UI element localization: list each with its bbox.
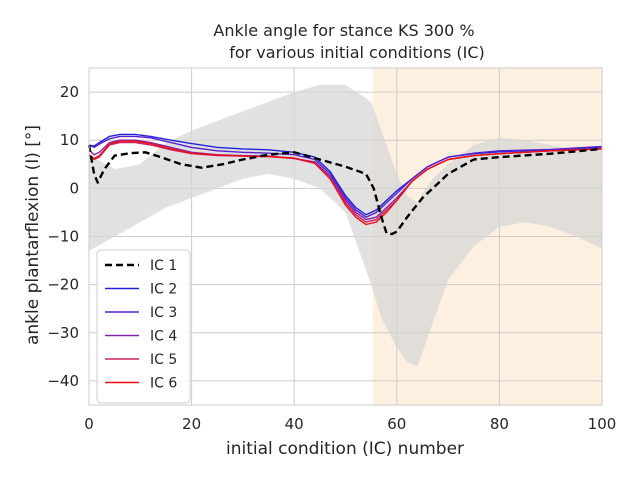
legend: IC 1 IC 2 IC 3 IC 4 IC 5 IC 6	[96, 249, 191, 404]
y-axis-label: ankle plantarflexion (I) [°]	[23, 125, 43, 345]
chart-title-line-2: for various initial conditions (IC)	[229, 43, 485, 62]
y-tick-label: 10	[60, 131, 79, 149]
legend-label-ic-4: IC 4	[150, 329, 177, 345]
x-tick-label: 80	[490, 415, 509, 433]
y-tick-label: −10	[47, 228, 79, 246]
x-tick-label: 40	[285, 415, 304, 433]
x-tick-label: 20	[182, 415, 201, 433]
legend-label-ic-1: IC 1	[150, 258, 177, 274]
legend-label-ic-3: IC 3	[150, 305, 177, 321]
y-tick-label: −20	[47, 276, 79, 294]
y-tick-label: 20	[60, 83, 79, 101]
chart-title-line-1: Ankle angle for stance KS 300 %	[213, 21, 474, 40]
legend-label-ic-6: IC 6	[150, 376, 177, 392]
legend-label-ic-5: IC 5	[150, 352, 177, 368]
x-tick-label: 0	[84, 415, 94, 433]
x-tick-label: 100	[588, 415, 617, 433]
y-tick-label: −40	[47, 372, 79, 390]
y-tick-label: 0	[69, 179, 79, 197]
series-line-ic-3	[88, 135, 603, 218]
series-line-ic-6	[88, 140, 603, 226]
plot-frame	[88, 67, 603, 406]
legend-label-ic-2: IC 2	[150, 282, 177, 298]
y-tick-label: −30	[47, 324, 79, 342]
x-tick-label: 60	[387, 415, 406, 433]
series-line-ic-1	[87, 144, 603, 236]
x-axis-label: initial condition (IC) number	[226, 439, 464, 459]
